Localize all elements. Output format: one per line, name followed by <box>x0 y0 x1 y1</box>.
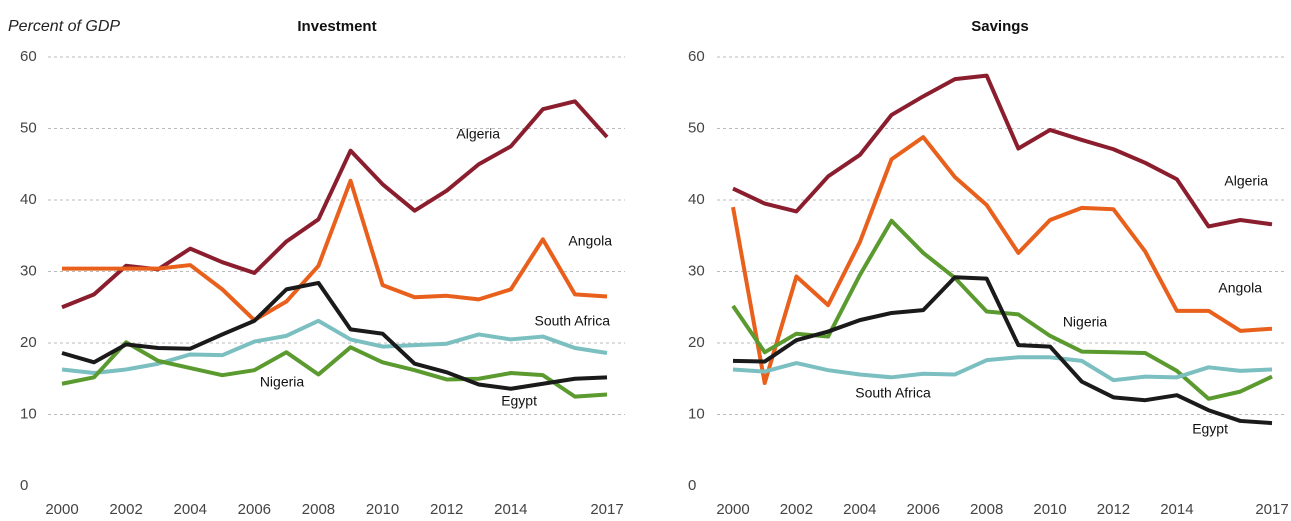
series-label: Nigeria <box>1063 314 1108 330</box>
x-tick-label: 2004 <box>843 501 876 518</box>
x-tick-label: 2010 <box>1033 501 1066 518</box>
y-tick-label: 40 <box>688 191 705 208</box>
y-tick-label: 20 <box>688 334 705 351</box>
series-label: South Africa <box>855 385 931 401</box>
series-line <box>61 318 608 376</box>
chart-title: Investment <box>297 18 376 35</box>
x-tick-label: 2002 <box>780 501 813 518</box>
series-label: Egypt <box>1192 421 1228 437</box>
series-line <box>61 99 609 310</box>
series-line <box>732 355 1273 383</box>
y-axis-label: Percent of GDP <box>8 18 120 35</box>
x-tick-label: 2006 <box>907 501 940 518</box>
x-tick-label: 2000 <box>45 501 78 518</box>
x-tick-label: 2000 <box>716 501 749 518</box>
y-tick-label: 40 <box>20 191 37 208</box>
x-tick-label: 2004 <box>174 501 207 518</box>
series-line <box>61 340 608 399</box>
x-tick-label: 2006 <box>238 501 271 518</box>
series-line <box>62 178 608 323</box>
series-line <box>732 73 1273 229</box>
x-tick-label: 2014 <box>494 501 527 518</box>
x-tick-label: 2008 <box>970 501 1003 518</box>
y-tick-label: 30 <box>688 262 705 279</box>
series-label: Angola <box>568 233 612 249</box>
series-label: Angola <box>1218 280 1262 296</box>
series-label: Algeria <box>456 126 500 142</box>
y-tick-label: 0 <box>20 477 28 494</box>
y-tick-label: 10 <box>688 405 705 422</box>
x-tick-label: 2002 <box>109 501 142 518</box>
y-tick-label: 20 <box>20 334 37 351</box>
y-tick-label: 30 <box>20 262 37 279</box>
y-tick-label: 60 <box>20 48 37 65</box>
chart-title: Savings <box>971 18 1029 35</box>
series-label: Egypt <box>501 393 537 409</box>
y-tick-label: 0 <box>688 477 696 494</box>
series-line <box>731 135 1273 386</box>
series-line <box>732 275 1273 426</box>
x-tick-label: 2008 <box>302 501 335 518</box>
series-label: South Africa <box>535 313 611 329</box>
y-tick-label: 50 <box>20 119 37 136</box>
x-tick-label: 2017 <box>1255 501 1288 518</box>
x-tick-label: 2014 <box>1160 501 1193 518</box>
x-tick-label: 2017 <box>590 501 623 518</box>
x-tick-label: 2012 <box>1097 501 1130 518</box>
y-tick-label: 60 <box>688 48 705 65</box>
series-line <box>61 280 608 391</box>
x-tick-label: 2010 <box>366 501 399 518</box>
series-label: Algeria <box>1224 173 1268 189</box>
y-tick-label: 50 <box>688 119 705 136</box>
y-tick-label: 10 <box>20 405 37 422</box>
series-label: Nigeria <box>260 374 305 390</box>
x-tick-label: 2012 <box>430 501 463 518</box>
